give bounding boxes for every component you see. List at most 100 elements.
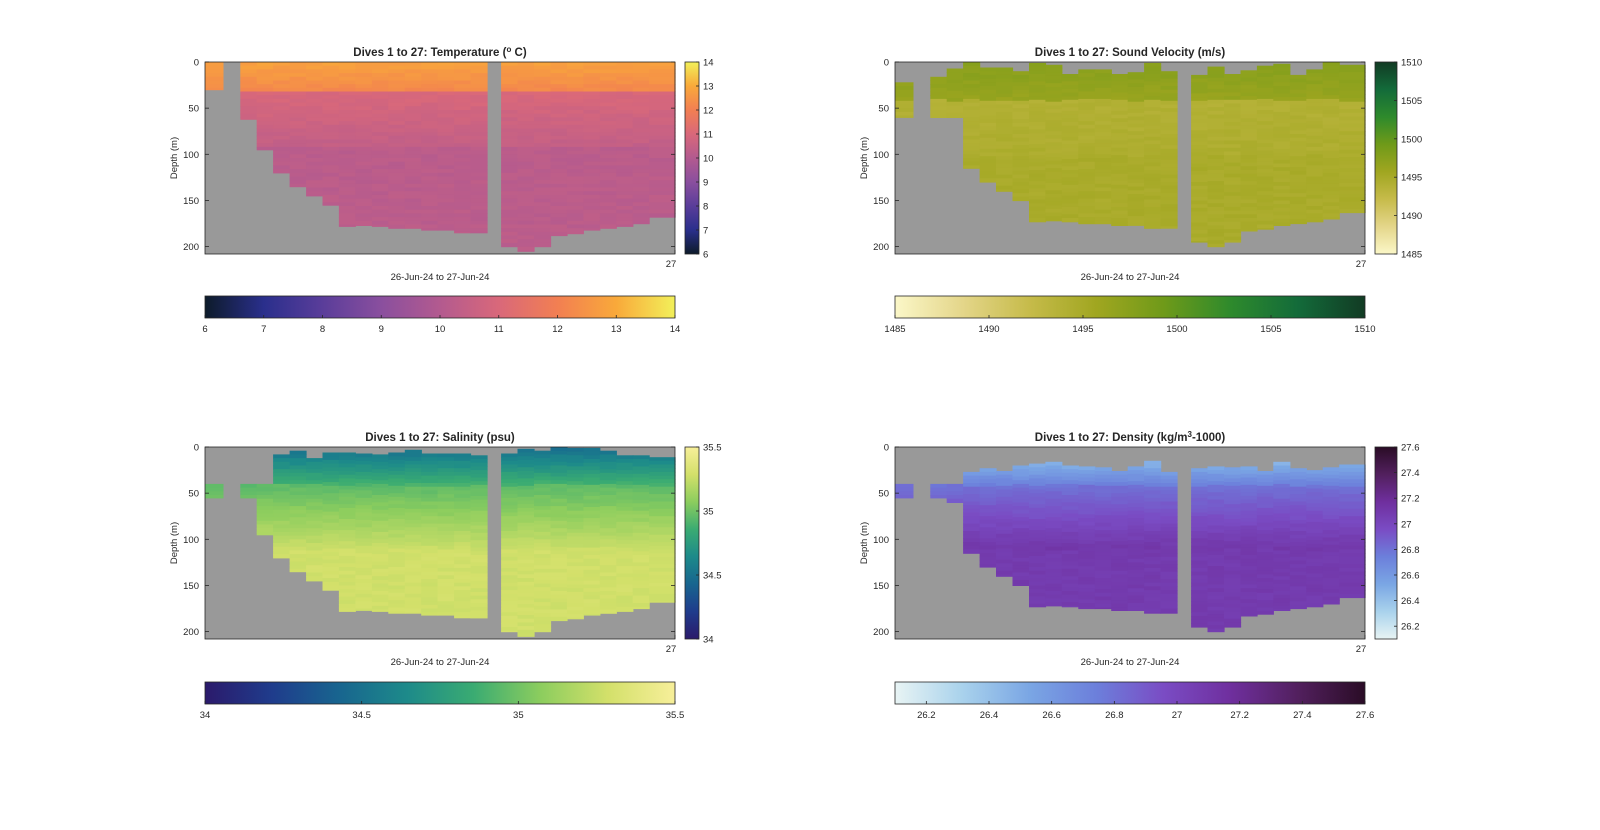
heatmap-cell [649, 490, 676, 495]
heatmap-cell [583, 95, 601, 100]
heatmap-cell [289, 113, 307, 118]
heatmap-cell [517, 471, 535, 476]
heatmap-cell [895, 89, 914, 94]
heatmap-cell [355, 608, 373, 611]
heatmap-cell [1207, 555, 1225, 560]
heatmap-cell [256, 139, 274, 144]
heatmap-cell [550, 535, 568, 540]
heatmap-cell [289, 561, 307, 566]
heatmap-cell [550, 480, 568, 485]
heatmap-cell [599, 458, 617, 463]
heatmap-cell [355, 150, 373, 155]
heatmap-cell [1256, 187, 1274, 192]
heatmap-cell [1078, 591, 1096, 597]
heatmap-cell [289, 554, 307, 559]
heatmap-cell [1094, 124, 1112, 130]
heatmap-cell [1256, 132, 1274, 137]
heatmap-cell [355, 582, 373, 587]
heatmap-cell [1207, 543, 1225, 549]
heatmap-cell [1127, 101, 1145, 106]
heatmap-cell [1061, 602, 1079, 607]
heatmap-cell [338, 474, 356, 479]
heatmap-cell [1273, 598, 1291, 603]
heatmap-cell [1191, 553, 1209, 558]
heatmap-cell [1273, 557, 1291, 563]
heatmap-cell [534, 476, 552, 481]
heatmap-cell [1322, 154, 1340, 159]
heatmap-cell [1273, 167, 1291, 172]
heatmap-cell [1045, 105, 1063, 110]
heatmap-cell [205, 87, 224, 91]
heatmap-cell [1127, 94, 1145, 99]
heatmap-cell [1256, 478, 1274, 483]
heatmap-cell [454, 180, 472, 185]
heatmap-cell [632, 217, 650, 222]
heatmap-cell [979, 178, 997, 183]
heatmap-cell [273, 117, 291, 122]
heatmap-cell [649, 146, 676, 152]
heatmap-cell [1061, 554, 1079, 559]
heatmap-cell [979, 527, 997, 532]
heatmap-cell [338, 515, 356, 520]
heatmap-cell [1306, 566, 1324, 571]
heatmap-cell [501, 619, 519, 624]
heatmap-cell [1207, 166, 1225, 171]
heatmap-cell [338, 146, 356, 152]
heatmap-cell [437, 579, 455, 584]
heatmap-cell [501, 460, 519, 466]
heatmap-cell [616, 161, 634, 166]
heatmap-cell [550, 139, 568, 144]
heatmap-cell [1289, 207, 1307, 213]
heatmap-cell [616, 584, 634, 589]
heatmap-cell [306, 91, 324, 96]
heatmap-cell [1207, 625, 1225, 630]
heatmap-cell [1273, 572, 1291, 577]
heatmap-cell [566, 124, 584, 130]
heatmap-cell [1224, 218, 1242, 223]
heatmap-cell [1306, 95, 1324, 100]
heatmap-cell [1322, 121, 1340, 126]
heatmap-cell [437, 191, 455, 196]
heatmap-cell [289, 98, 307, 104]
heatmap-cell [1191, 608, 1209, 613]
heatmap-cell [1144, 527, 1162, 532]
heatmap-cell [1160, 119, 1178, 124]
heatmap-cell [1094, 161, 1112, 166]
heatmap-cell [454, 87, 472, 93]
heatmap-cell [1127, 120, 1145, 125]
heatmap-cell [1094, 563, 1112, 568]
heatmap-cell [1240, 488, 1258, 493]
heatmap-cell [649, 135, 676, 141]
heatmap-cell [1127, 599, 1145, 604]
heatmap-cell [1339, 549, 1366, 554]
colorbar-tick-label: 34 [200, 710, 211, 721]
colorbar-tick-label: 1500 [1166, 324, 1187, 335]
heatmap-cell [371, 87, 389, 93]
heatmap-cell [306, 121, 324, 126]
heatmap-cell [632, 158, 650, 163]
heatmap-cell [205, 491, 224, 496]
heatmap-cell [979, 74, 997, 80]
heatmap-cell [1240, 74, 1258, 79]
heatmap-cell [1160, 100, 1178, 106]
heatmap-cell [273, 169, 291, 174]
heatmap-cell [240, 73, 258, 78]
heatmap-cell [1256, 139, 1274, 144]
heatmap-cell [1078, 588, 1096, 593]
heatmap-cell [1029, 596, 1047, 601]
heatmap-cell [616, 183, 634, 189]
heatmap-cell [1061, 513, 1079, 518]
heatmap-cell [1045, 127, 1063, 132]
heatmap-cell [963, 113, 981, 118]
heatmap-cell [256, 106, 274, 111]
heatmap-cell [1224, 136, 1242, 142]
heatmap-cell [1127, 566, 1145, 571]
heatmap-cell [1289, 508, 1307, 514]
heatmap-cell [963, 146, 981, 152]
heatmap-cell [371, 531, 389, 537]
heatmap-cell [421, 564, 439, 569]
heatmap-cell [1339, 538, 1366, 543]
y-tick-label: 0 [884, 58, 889, 69]
heatmap-cell [946, 75, 964, 81]
heatmap-cell [1029, 474, 1047, 479]
